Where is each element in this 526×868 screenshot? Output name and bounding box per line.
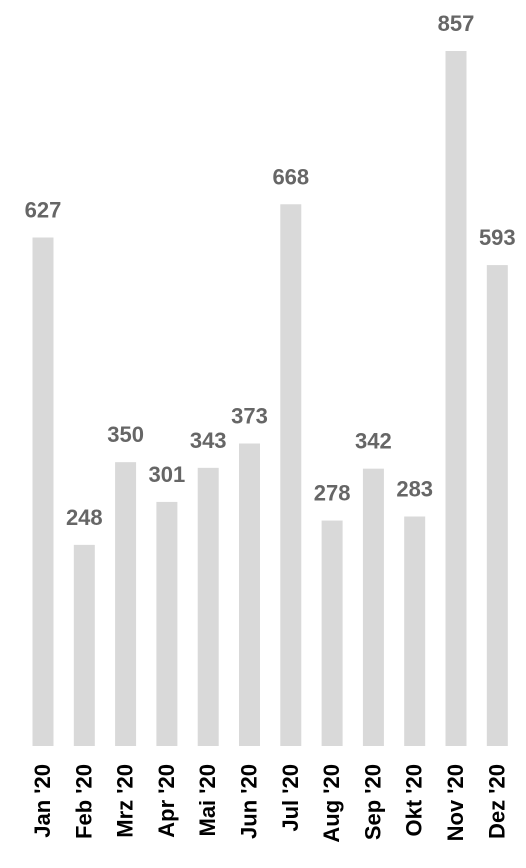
bar-2 (115, 462, 137, 746)
x-tick-label-5: Jun '20 (237, 764, 262, 839)
x-tick-label-0: Jan '20 (30, 764, 55, 838)
x-tick-label-10: Nov '20 (443, 764, 468, 841)
bar-5 (239, 443, 260, 746)
data-label-11: 593 (479, 225, 516, 250)
x-tick-label-3: Apr '20 (154, 764, 179, 838)
x-tick-label-6: Jul '20 (278, 764, 303, 832)
x-tick-label-1: Feb '20 (71, 764, 96, 839)
bar-3 (156, 501, 178, 746)
x-tick-label-9: Okt '20 (402, 764, 427, 837)
x-tick-labels-layer: Jan '20 Feb '20 Mrz '20 Apr '20 Mai '20 Jun '… (30, 764, 509, 843)
data-label-7: 278 (314, 481, 351, 506)
data-label-2: 350 (107, 422, 144, 447)
bars-layer (32, 51, 508, 746)
bar-9 (404, 516, 426, 746)
bar-1 (73, 544, 95, 746)
bar-4 (197, 467, 219, 746)
x-tick-label-2: Mrz '20 (113, 764, 138, 838)
x-tick-label-7: Aug '20 (319, 764, 344, 843)
bar-6 (280, 204, 302, 746)
data-label-1: 248 (66, 505, 103, 530)
bar-7 (321, 520, 343, 746)
x-tick-label-11: Dez '20 (484, 764, 509, 839)
data-label-4: 343 (190, 428, 227, 453)
x-tick-label-4: Mai '20 (195, 764, 220, 837)
data-label-10: 857 (438, 11, 475, 36)
bar-11 (486, 265, 508, 746)
bar-8 (362, 468, 384, 746)
data-label-5: 373 (231, 404, 268, 429)
bar-0 (32, 237, 54, 746)
data-label-3: 301 (149, 462, 186, 487)
bar-10 (445, 51, 467, 746)
data-label-0: 627 (25, 198, 62, 223)
data-label-6: 668 (272, 164, 309, 189)
data-label-9: 283 (396, 477, 433, 502)
x-tick-label-8: Sep '20 (360, 764, 385, 840)
data-label-8: 342 (355, 429, 392, 454)
